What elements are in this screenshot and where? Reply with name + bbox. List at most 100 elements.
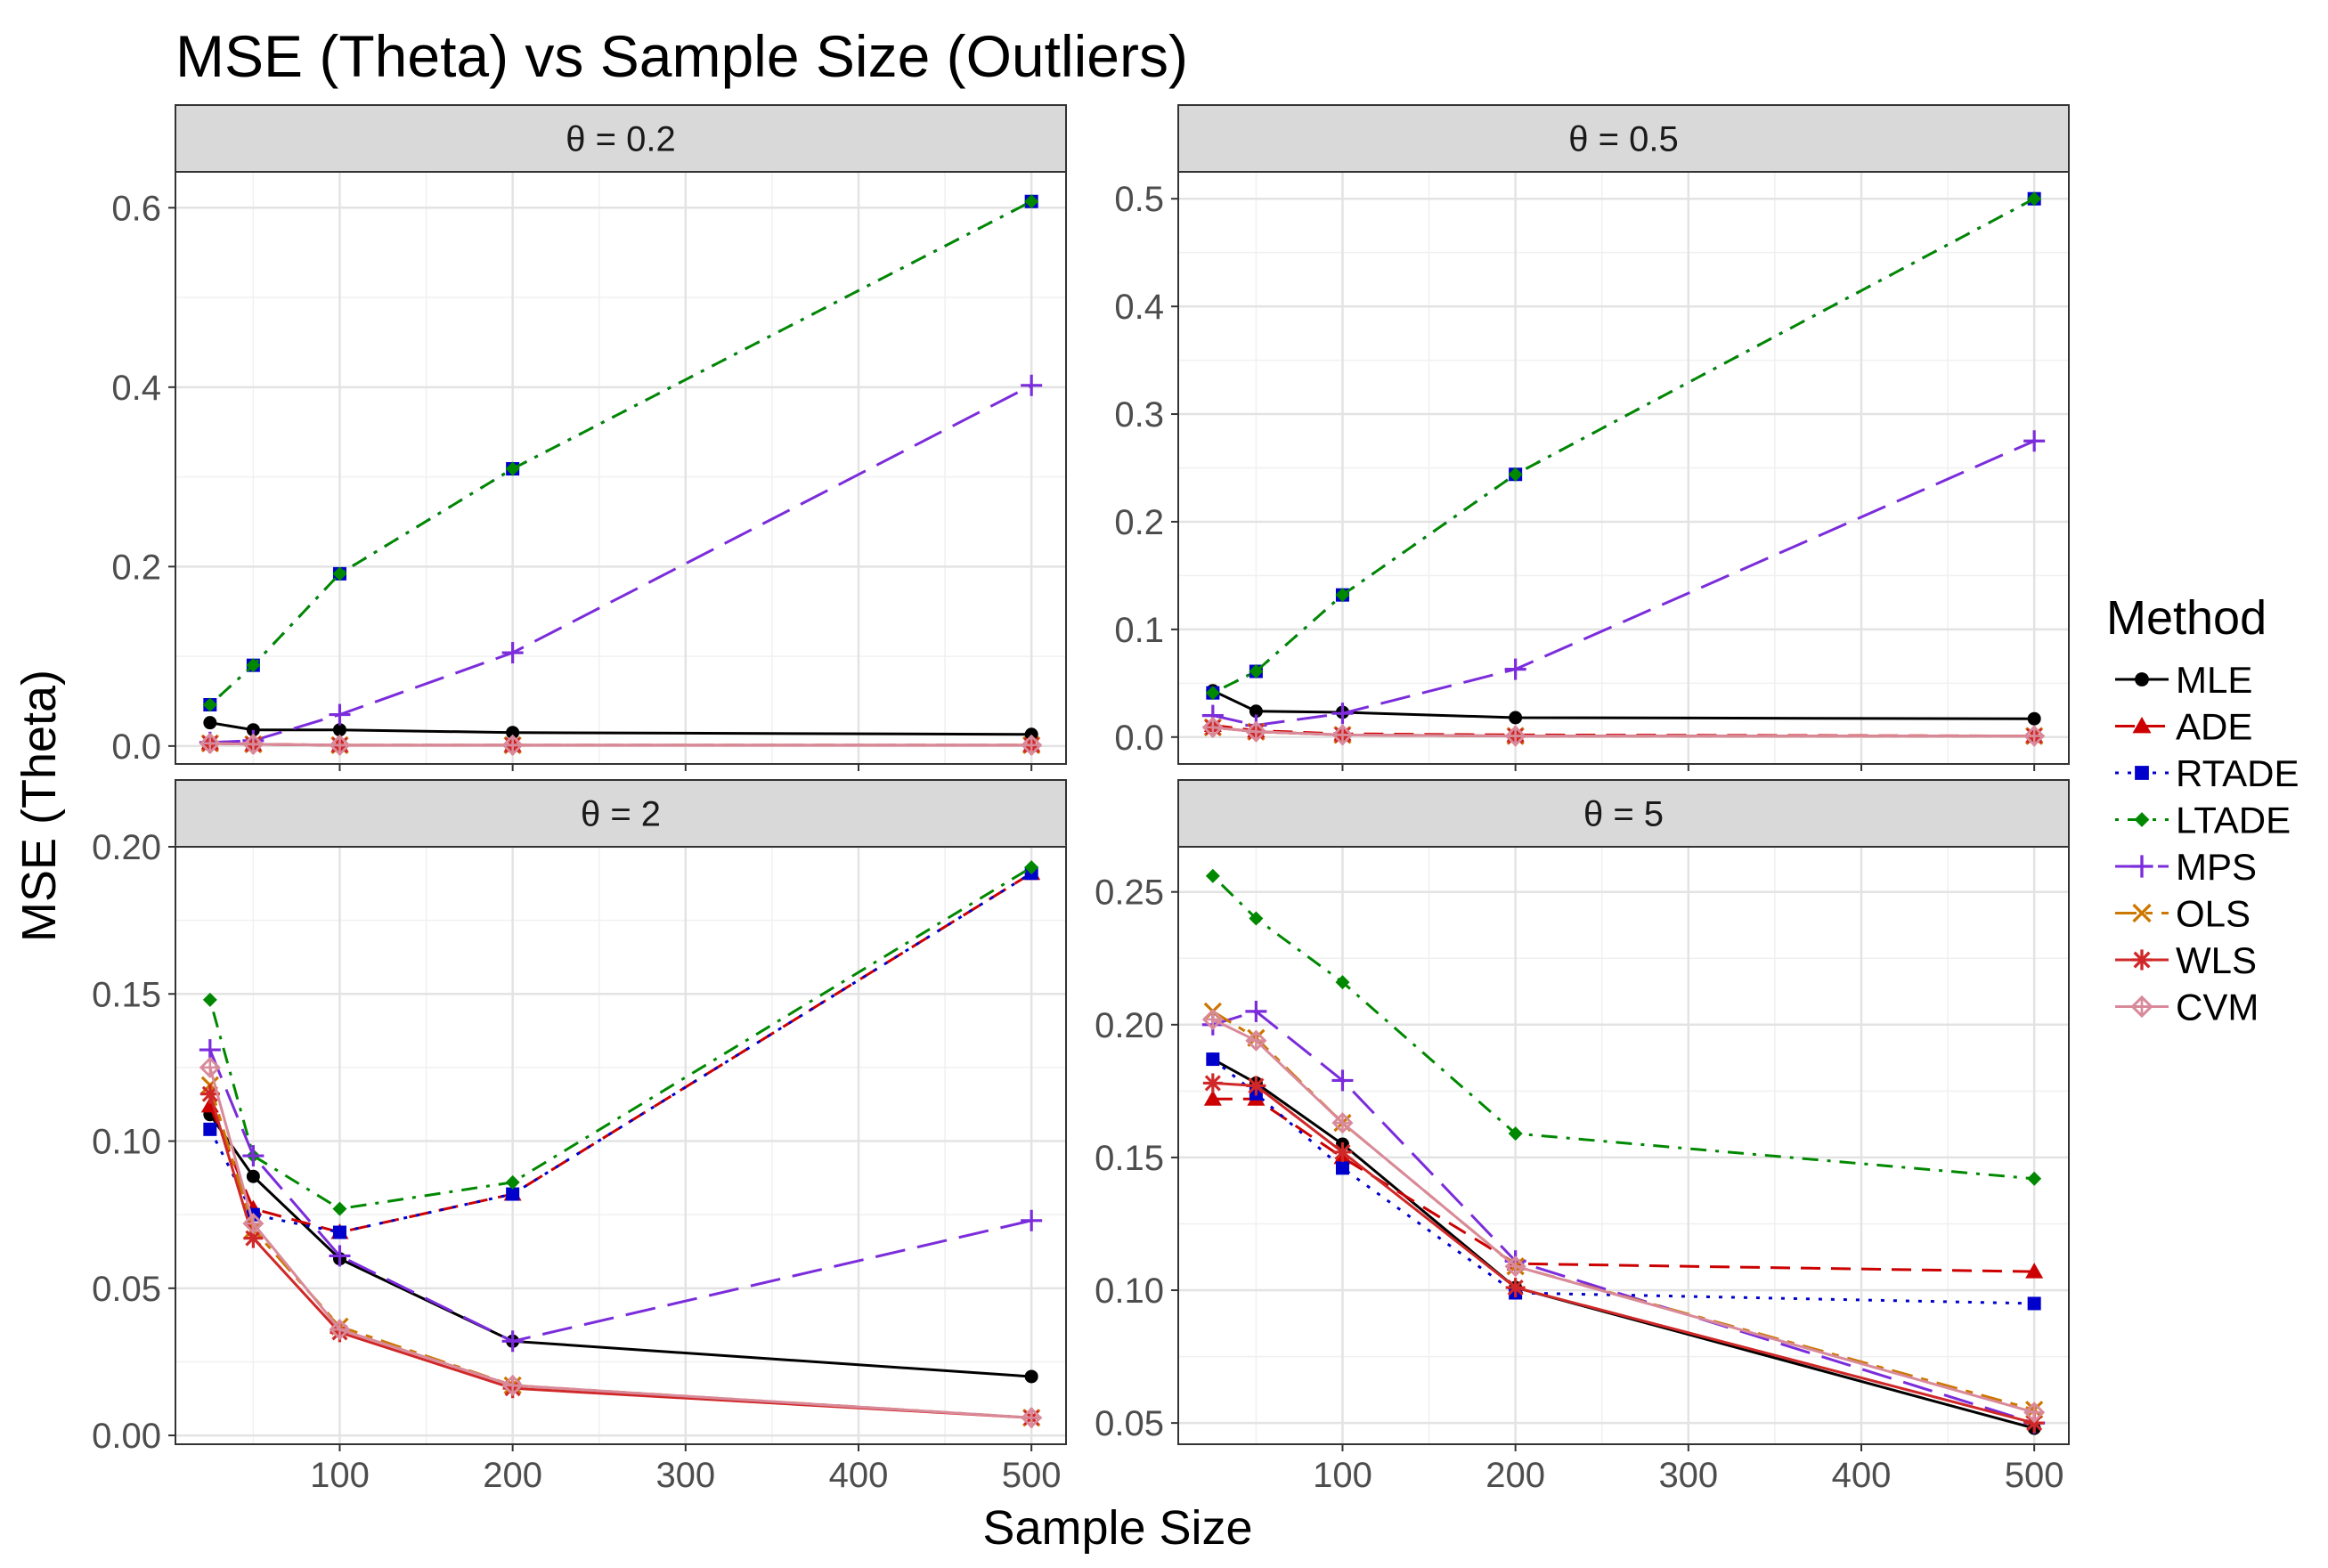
legend-label: WLS <box>2176 939 2257 981</box>
series-mle <box>203 716 1038 742</box>
facet-panel-2: θ = 0.5 0.0 0.1 0.2 0.3 0.4 0.5 <box>1114 104 2070 771</box>
series-line-mps <box>208 1049 1032 1343</box>
legend-key-marker <box>2130 855 2153 878</box>
facet-strip-label: θ = 0.2 <box>566 120 675 159</box>
data-point-cvm <box>1504 1255 1526 1278</box>
data-point-ltade <box>202 697 217 712</box>
data-point-cvm <box>329 1319 351 1341</box>
series-mps <box>199 1039 1043 1353</box>
facet-strip <box>1177 104 2070 173</box>
data-point-mle <box>332 723 346 737</box>
data-point-mps <box>329 703 351 726</box>
y-tick-label: 0.15 <box>92 975 161 1014</box>
legend-key-marker <box>2131 949 2153 971</box>
y-tick-label: 0.20 <box>1095 1006 1164 1045</box>
data-point-cvm <box>1201 716 1224 738</box>
legend-item-mps: MPS <box>2115 846 2257 888</box>
chart-title: MSE (Theta) vs Sample Size (Outliers) <box>175 23 1188 89</box>
data-point-cvm <box>199 1056 221 1078</box>
series-ltade <box>202 194 1039 712</box>
facet-panels: θ = 0.2 0.0 0.2 0.4 0.6 θ = 0.5 0.0 0.1 0.2 0.3 0.… <box>92 104 2070 1495</box>
legend-label: RTADE <box>2176 752 2299 794</box>
y-tick-label: 0.05 <box>1095 1404 1164 1443</box>
panel-border <box>175 171 1067 765</box>
y-tick-label: 0.1 <box>1114 611 1164 650</box>
legend-key-marker <box>2135 672 2149 687</box>
legend-key-marker <box>2130 995 2153 1019</box>
x-tick-label: 200 <box>483 1456 542 1495</box>
legend-label: MLE <box>2176 659 2252 701</box>
series-wls <box>1202 1073 2045 1434</box>
data-point-cvm <box>1504 725 1526 747</box>
data-point-ltade <box>1335 588 1350 603</box>
x-tick-label: 400 <box>1832 1456 1892 1495</box>
panel-border <box>1177 171 2070 765</box>
data-point-cvm <box>2023 1401 2046 1424</box>
legend-item-rtade: RTADE <box>2115 752 2299 794</box>
data-point-rtade <box>203 1122 217 1136</box>
data-point-mps <box>501 642 524 664</box>
data-point-mle <box>203 716 217 730</box>
data-point-wls <box>1505 1278 1526 1298</box>
facet-strip-label: θ = 5 <box>1583 795 1664 834</box>
data-point-ltade <box>505 1174 520 1190</box>
x-tick-label: 200 <box>1486 1456 1545 1495</box>
legend-label: CVM <box>2176 987 2259 1028</box>
panel-border <box>175 846 1067 1445</box>
data-point-mps <box>329 1245 351 1267</box>
plot-area <box>175 847 1066 1444</box>
legend-key-marker <box>2132 903 2152 923</box>
x-tick-label: 500 <box>1002 1456 1062 1495</box>
x-tick-label: 100 <box>1313 1456 1372 1495</box>
data-point-ltade <box>1024 860 1039 875</box>
legend-key-marker <box>2134 812 2150 827</box>
data-point-ltade <box>332 1201 347 1216</box>
plot-area <box>1178 847 2069 1444</box>
data-point-ltade <box>246 658 261 673</box>
data-point-mps <box>2023 430 2046 452</box>
data-point-rtade <box>506 1187 520 1201</box>
data-point-ltade <box>2027 191 2042 207</box>
data-point-cvm <box>199 732 221 754</box>
data-point-ltade <box>1024 194 1039 209</box>
data-point-mps <box>1331 1069 1354 1092</box>
data-point-wls <box>1332 1141 1353 1162</box>
data-point-cvm <box>501 1374 524 1396</box>
data-point-mle <box>1024 1369 1038 1384</box>
series-line-ltade <box>208 199 1032 706</box>
data-point-cvm <box>242 1213 265 1235</box>
facet-panel-1: θ = 0.2 0.0 0.2 0.4 0.6 <box>111 104 1067 771</box>
data-point-rtade <box>1206 1052 1220 1067</box>
series-cvm <box>1201 1008 2046 1424</box>
data-point-ltade <box>1508 467 1523 482</box>
data-point-ltade <box>332 566 347 581</box>
y-tick-label: 0.00 <box>92 1417 161 1456</box>
y-tick-label: 0.4 <box>111 369 161 408</box>
x-tick-label: 100 <box>310 1456 370 1495</box>
data-point-mle <box>1024 727 1038 742</box>
y-axis-title: MSE (Theta) <box>12 670 66 942</box>
y-tick-label: 0.4 <box>1114 288 1164 327</box>
facet-panel-3: θ = 2 0.00 0.05 0.10 0.15 0.20 100 200 300 400 500 <box>92 779 1067 1495</box>
facet-strip-label: θ = 2 <box>581 795 661 834</box>
data-point-mps <box>1504 658 1526 680</box>
data-point-wls <box>243 1228 264 1248</box>
data-point-cvm <box>329 734 351 756</box>
legend-label: ADE <box>2176 706 2252 748</box>
data-point-ltade <box>1205 868 1220 883</box>
x-tick-label: 500 <box>2005 1456 2064 1495</box>
data-point-ltade <box>1335 975 1350 990</box>
series-cvm <box>199 732 1043 756</box>
legend-label: OLS <box>2176 893 2251 935</box>
data-point-ltade <box>1205 686 1220 701</box>
legend-key-marker <box>2135 766 2149 780</box>
series-ltade <box>1205 868 2042 1186</box>
data-point-cvm <box>1245 1029 1267 1052</box>
data-point-mle <box>506 726 520 740</box>
data-point-cvm <box>1021 734 1043 756</box>
data-point-mle <box>1249 704 1263 719</box>
data-point-cvm <box>1245 720 1267 743</box>
y-tick-label: 0.2 <box>1114 503 1164 542</box>
y-tick-label: 0.0 <box>111 727 161 767</box>
